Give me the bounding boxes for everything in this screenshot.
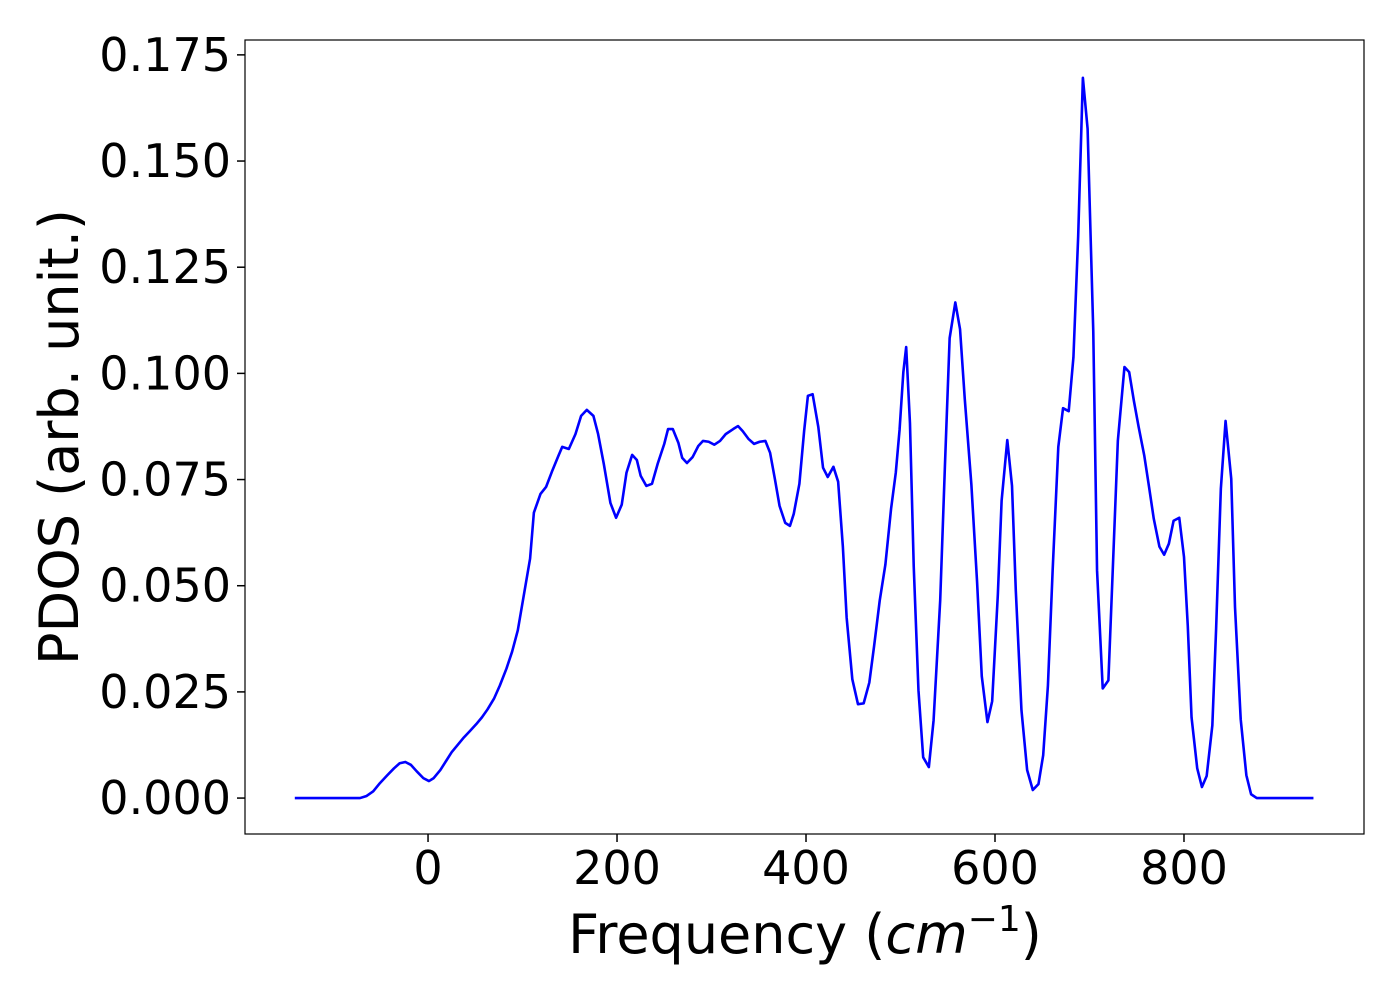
axes-frame — [244, 39, 1365, 835]
y-axis-label: PDOS (arb. unit.) — [28, 209, 91, 665]
y-tick-label: 0.000 — [99, 771, 231, 825]
x-label-unit: cm — [885, 903, 967, 966]
y-tick-label: 0.150 — [99, 134, 231, 188]
y-tick-label: 0.175 — [99, 28, 231, 82]
x-tick-label: 800 — [1140, 841, 1228, 895]
y-tick-label: 0.125 — [99, 240, 231, 294]
x-axis-label: Frequency (cm−1) — [568, 899, 1042, 966]
x-tick-label: 400 — [762, 841, 850, 895]
y-tick-label: 0.100 — [99, 346, 231, 400]
y-tick-label: 0.025 — [99, 665, 231, 719]
x-label-exponent: −1 — [968, 899, 1021, 940]
y-tick-label: 0.050 — [99, 559, 231, 613]
y-tick-label: 0.075 — [99, 453, 231, 507]
x-tick-label: 200 — [573, 841, 661, 895]
x-tick-label: 0 — [413, 841, 442, 895]
x-label-text: Frequency ( — [568, 903, 885, 966]
pdos-line — [294, 76, 1314, 800]
x-label-close: ) — [1021, 903, 1042, 966]
x-tick-label: 600 — [951, 841, 1039, 895]
